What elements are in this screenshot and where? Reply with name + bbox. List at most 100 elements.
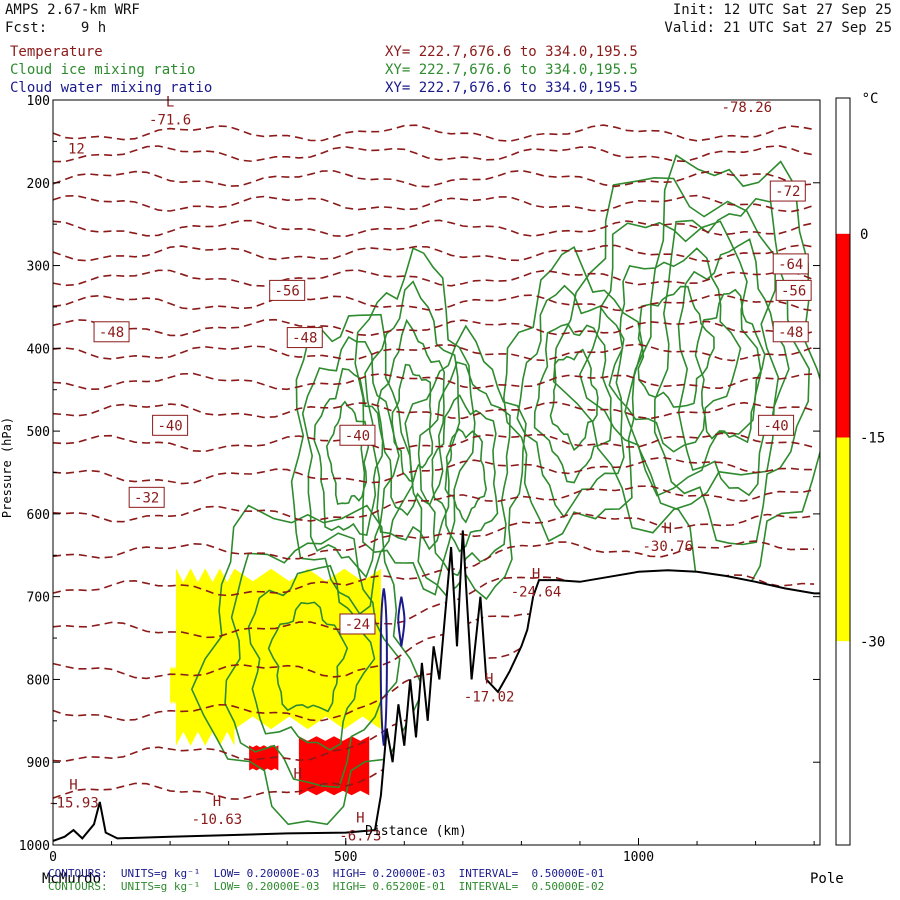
extremum-value-8: H [294, 767, 302, 783]
cloud-ice-contour-0-3 [267, 601, 349, 713]
extremum-value-7: -10.63 [192, 812, 243, 828]
temperature-contour-5 [53, 244, 815, 263]
cloud-ice-contour-3-3 [444, 427, 488, 524]
footer-water-contours: CONTOURS: UNITS=g kg⁻¹ LOW= 0.20000E-03 … [48, 867, 605, 880]
extremum-value-0: -71.6 [149, 113, 191, 129]
temp-label-box-8 [339, 424, 376, 446]
colorbar: °C 0 -15 -30 [835, 91, 885, 846]
colorbar-unit: °C [862, 91, 879, 107]
y-tick-label-5: 600 [27, 508, 50, 523]
colorbar-bin-2 [836, 437, 850, 642]
contour-labels-layer: -72 -64 -56 -56 -48 -48 -48 -40 -40 -40 -32 -24 L -71… [48, 95, 812, 845]
cloud-ice-contour-4-0 [502, 246, 644, 543]
terrain-layer [53, 530, 820, 845]
cloud-ice-contour-1-3 [325, 400, 370, 505]
y-tick-label-6: 700 [27, 591, 50, 606]
cloud-ice-contour-3-2 [431, 394, 499, 553]
init-time: Init: 12 UTC Sat 27 Sep 25 [672, 2, 892, 18]
cloud-ice-contour-5-3 [637, 285, 715, 408]
x-tick-label-2: 1000 [623, 850, 654, 865]
cloud-water-contour-1 [397, 596, 406, 647]
x-axis-label: Distance (km) [365, 824, 467, 839]
temperature-contour-16 [53, 540, 815, 597]
cloud-ice-contour-0-0 [190, 504, 425, 826]
temperature-contour-1 [53, 144, 815, 163]
extremum-value-3: -30.76 [642, 539, 693, 555]
cloud-ice-contour-2-0 [354, 247, 476, 596]
extremum-kind-9: H [356, 811, 364, 827]
cloud-ice-contour-6-0 [624, 154, 820, 603]
temp-label-box-1 [772, 253, 809, 275]
temp-label-box-11 [339, 613, 376, 635]
temp-label-box-3 [775, 279, 812, 301]
y-tick-label-7: 800 [27, 673, 50, 688]
extremum-value-1: -78.26 [722, 100, 773, 116]
temp-label-box-4 [93, 321, 130, 343]
chart-title: AMPS 2.67-km WRF [5, 2, 140, 18]
temperature-contour-7 [53, 293, 815, 312]
y-tick-label-8: 900 [27, 756, 50, 771]
temp-label-box-0 [769, 180, 806, 202]
cloud-ice-contour-6-1 [653, 197, 811, 546]
temp-label-2: -56 [275, 283, 300, 299]
temp-label-3: -56 [781, 283, 806, 299]
temp-label-7: -40 [157, 418, 182, 434]
cloud-ice-contour-2-1 [364, 280, 461, 551]
legend-cloud-ice-xy: XY= 222.7,676.6 to 334.0,195.5 [385, 62, 638, 78]
cloud-ice-contour-4-2 [533, 323, 613, 484]
cloud-ice-contour-5-2 [608, 247, 742, 453]
cloud-ice-contour-1-0 [290, 313, 414, 616]
y-tick-label-1: 200 [27, 177, 50, 192]
cloud-ice-contour-1-2 [313, 367, 384, 537]
temp-label-10: -32 [134, 490, 159, 506]
colorbar-frame [835, 97, 851, 846]
forecast-hour: Fcst: 9 h [5, 20, 107, 36]
temp-label-4: -48 [99, 325, 124, 341]
cloud-water-contours-layer [379, 588, 406, 746]
y-tick-label-0: 100 [27, 94, 50, 109]
temp-label-box-9 [758, 414, 795, 436]
y-tick-label-9: 1000 [19, 839, 50, 854]
temp-label-1: -64 [778, 257, 803, 273]
y-tick-label-4: 500 [27, 425, 50, 440]
cloud-ice-contour-4-1 [516, 284, 625, 519]
extremum-kind-4: H [532, 566, 540, 582]
y-axis-label: Pressure (hPa) [0, 417, 14, 518]
extremum-kind-3: H [664, 521, 672, 537]
colorbar-tick-label-2: -30 [860, 634, 885, 650]
temperature-shade-2 [170, 666, 176, 705]
temperature-shade-1 [234, 568, 381, 730]
extremum-value-4: -24.64 [511, 584, 562, 600]
temp-label-0: -72 [775, 184, 800, 200]
temp-label-5: -48 [292, 331, 317, 347]
extremum-value-9: -6.73 [339, 829, 381, 845]
temperature-contour-2 [53, 169, 815, 188]
x-tick-label-1: 500 [334, 850, 357, 865]
temp-label-box-6 [772, 321, 809, 343]
colorbar-bin-0 [836, 98, 850, 234]
legend-temperature-label: Temperature [10, 44, 103, 60]
valid-time: Valid: 21 UTC Sat 27 Sep 25 [664, 20, 892, 36]
temperature-shade-4 [298, 736, 370, 796]
temp-label-box-10 [128, 486, 165, 508]
temperature-contour-3 [53, 194, 815, 213]
y-tick-label-3: 400 [27, 342, 50, 357]
cloud-ice-contour-4-3 [549, 348, 599, 452]
extremum-kind-0: L [166, 95, 174, 111]
extremum-kind-6: H [69, 777, 77, 793]
extremum-value-5: -17.02 [464, 690, 515, 706]
temp-label-box-2 [269, 279, 306, 301]
extremum-value-2: 12 [68, 142, 85, 158]
cloud-ice-contour-1-1 [301, 336, 400, 579]
temp-label-6: -48 [778, 325, 803, 341]
colorbar-tick-label-1: -15 [860, 431, 885, 447]
temperature-contour-9 [53, 343, 815, 362]
temp-label-9: -40 [763, 418, 788, 434]
colorbar-bin-1 [836, 233, 850, 438]
legend-cloud-ice-label: Cloud ice mixing ratio [10, 62, 196, 78]
temp-label-8: -40 [345, 428, 370, 444]
temp-label-11: -24 [345, 617, 370, 633]
x-tick-label-0: 0 [49, 850, 57, 865]
